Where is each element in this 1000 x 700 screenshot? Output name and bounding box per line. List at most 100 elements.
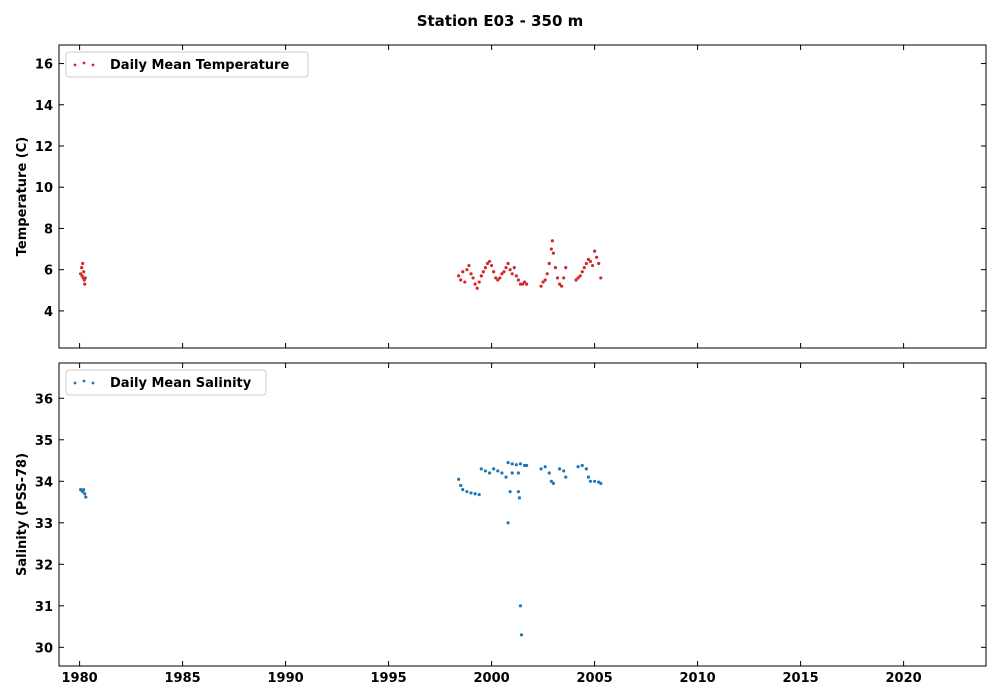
temperature-point bbox=[510, 272, 514, 276]
temperature-point bbox=[514, 274, 518, 278]
temperature-point bbox=[545, 272, 549, 276]
temperature-point bbox=[597, 261, 601, 266]
temperature-legend-marker bbox=[73, 63, 77, 67]
salinity-ylabel: Salinity (PSS-78) bbox=[15, 453, 30, 576]
salinity-point bbox=[506, 521, 510, 525]
salinity-point bbox=[562, 469, 566, 473]
salinity-legend-marker bbox=[82, 379, 86, 383]
temperature-point bbox=[516, 278, 520, 282]
temperature-legend-box bbox=[65, 51, 309, 78]
temperature-ytick-label: 14 bbox=[35, 99, 53, 114]
salinity-point bbox=[83, 492, 87, 496]
temperature-point bbox=[588, 259, 593, 264]
temperature-point bbox=[492, 270, 496, 274]
temperature-point bbox=[562, 276, 566, 280]
temperature-point bbox=[463, 280, 467, 284]
salinity-xtick-label: 1990 bbox=[268, 671, 304, 686]
temperature-point bbox=[560, 284, 564, 288]
salinity-point bbox=[492, 467, 496, 471]
salinity-point bbox=[588, 479, 593, 483]
salinity-xtick-label: 2000 bbox=[474, 671, 510, 686]
salinity-xtick-label: 2010 bbox=[680, 671, 716, 686]
salinity-point bbox=[518, 462, 523, 466]
salinity-legend-box bbox=[65, 369, 267, 396]
temperature-point bbox=[481, 270, 485, 274]
salinity-point bbox=[549, 479, 553, 483]
temperature-point bbox=[543, 278, 547, 282]
temperature-point bbox=[582, 266, 586, 270]
temperature-point bbox=[549, 247, 553, 251]
salinity-xtick-label: 2020 bbox=[886, 671, 922, 686]
salinity-point bbox=[599, 481, 603, 485]
temperature-point bbox=[461, 270, 465, 274]
salinity-point bbox=[516, 490, 520, 494]
temperature-point bbox=[564, 266, 568, 270]
salinity-point bbox=[483, 469, 488, 473]
temperature-point bbox=[483, 266, 488, 270]
salinity-point bbox=[580, 463, 584, 468]
temperature-point bbox=[490, 263, 494, 268]
salinity-legend-marker bbox=[73, 381, 77, 385]
salinity-ytick-label: 33 bbox=[35, 517, 53, 532]
temperature-ylabel: Temperature (C) bbox=[15, 137, 30, 256]
salinity-xtick-label: 1985 bbox=[165, 671, 201, 686]
salinity-xtick-label: 1980 bbox=[62, 671, 98, 686]
temperature-point bbox=[83, 282, 87, 286]
temperature-point bbox=[590, 263, 595, 268]
temperature-point bbox=[81, 261, 85, 266]
salinity-point bbox=[593, 479, 597, 483]
temperature-ytick-label: 12 bbox=[35, 140, 53, 155]
temperature-point bbox=[541, 280, 545, 284]
salinity-xtick-label: 2015 bbox=[783, 671, 819, 686]
salinity-point bbox=[519, 633, 524, 637]
salinity-point bbox=[477, 492, 481, 497]
salinity-legend-marker bbox=[91, 381, 95, 385]
temperature-point bbox=[487, 259, 492, 264]
temperature-point bbox=[469, 272, 473, 276]
temperature-point bbox=[502, 270, 506, 274]
temperature-ytick-label: 8 bbox=[44, 222, 53, 237]
chart-title: Station E03 - 350 m bbox=[417, 12, 584, 30]
salinity-point bbox=[551, 481, 556, 485]
temperature-point bbox=[494, 276, 498, 280]
salinity-point bbox=[576, 465, 580, 469]
salinity-ytick-label: 34 bbox=[35, 475, 53, 490]
temperature-point bbox=[457, 274, 461, 278]
temperature-ytick-label: 16 bbox=[35, 58, 53, 73]
temperature-point bbox=[525, 282, 529, 286]
salinity-point bbox=[547, 471, 551, 475]
salinity-point bbox=[514, 463, 518, 467]
temperature-point bbox=[471, 276, 475, 280]
temperature-point bbox=[512, 266, 516, 270]
salinity-point bbox=[557, 467, 562, 471]
salinity-point bbox=[84, 495, 88, 499]
temperature-point bbox=[479, 274, 483, 278]
salinity-axes-frame bbox=[58, 362, 987, 667]
temperature-point bbox=[522, 280, 527, 284]
salinity-point bbox=[459, 483, 463, 488]
temperature-point bbox=[595, 255, 599, 259]
salinity-point bbox=[500, 471, 504, 475]
salinity-point bbox=[564, 475, 568, 479]
temperature-point bbox=[580, 270, 584, 274]
salinity-point bbox=[479, 467, 483, 471]
temperature-point bbox=[539, 284, 543, 288]
temperature-point bbox=[584, 261, 588, 266]
temperature-point bbox=[82, 270, 86, 274]
temperature-point bbox=[520, 282, 525, 286]
temperature-point bbox=[496, 278, 500, 282]
temperature-ytick-label: 6 bbox=[44, 264, 53, 279]
temperature-ytick-label: 10 bbox=[35, 181, 53, 196]
temperature-point bbox=[551, 251, 556, 255]
salinity-point bbox=[525, 463, 529, 468]
temperature-point bbox=[586, 257, 591, 261]
temperature-axes-frame bbox=[58, 44, 987, 349]
temperature-point bbox=[475, 286, 479, 290]
temperature-legend-marker bbox=[91, 63, 95, 67]
salinity-point bbox=[473, 492, 477, 496]
salinity-point bbox=[517, 496, 522, 500]
temperature-point bbox=[465, 268, 469, 272]
temperature-panel: 4 6 8 10 12 14 16 Temperature (C) Daily Mean Tem… bbox=[15, 44, 987, 349]
salinity-point bbox=[543, 465, 547, 469]
